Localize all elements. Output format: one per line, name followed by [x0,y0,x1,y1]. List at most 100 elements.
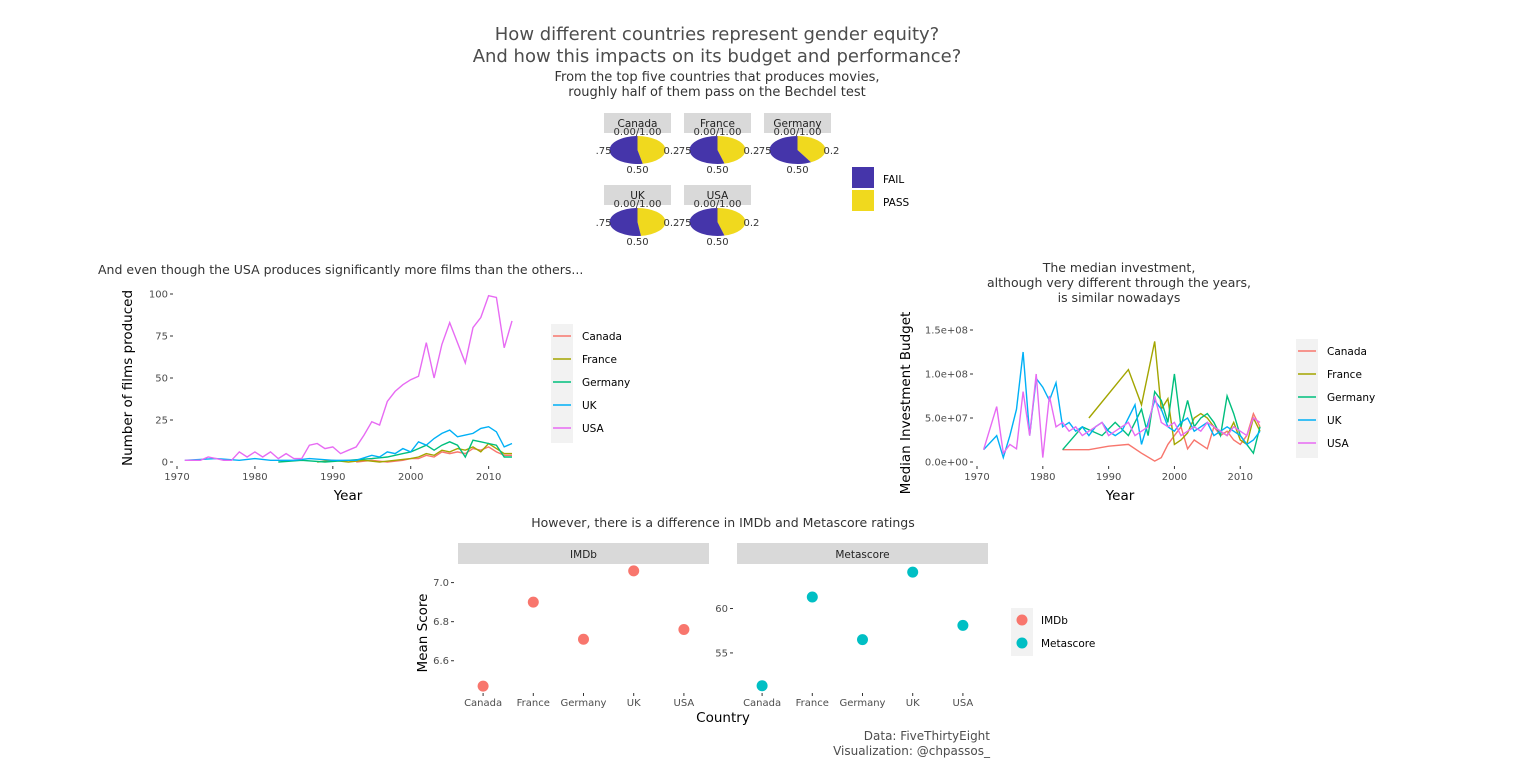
pie-strip-usa [684,185,751,205]
films-line-chart: 1970 1980 1990 2000 2010 0 25 50 75 100 Canada Fran… [120,290,630,505]
budget-legend: Canada France Germany UK USA [1296,339,1375,458]
pie-tick-left-uk: .75 [596,218,612,229]
scores-point-imdb-germany [578,633,589,645]
films-x-tick-label: 2000 [398,472,423,483]
budget-line-chart: 1970 1980 1990 2000 2010 0.0e+00 5.0e+07 1.0e+0… [898,312,1375,504]
budget-y-axis-label: Median Investment Budget [898,312,914,495]
films-x-tick-label: 1990 [320,472,345,483]
pie-strip-label-canada: Canada [618,118,658,130]
films-legend-label-uk: UK [582,400,598,412]
caption: Data: FiveThirtyEight Visualization: @ch… [690,729,990,759]
pie-strip-label-usa: USA [707,190,730,202]
scores-x-tick-label: UK [627,698,641,709]
caption-author: Visualization: @chpassos_ [833,744,990,758]
budget-legend-label-germany: Germany [1327,392,1375,404]
pie-legend-fail-key [852,167,874,188]
budget-x-tick-label: 2010 [1228,472,1253,483]
budget-x-tick-label: 2000 [1162,472,1187,483]
scores-point-metascore-uk [907,566,919,578]
pie-tick-bottom-canada: 0.50 [626,165,648,176]
films-line-uk [184,425,513,462]
pie-legend-fail-label: FAIL [883,174,904,186]
scores-x-tick-label: Germany [840,698,886,709]
scores-y-tick-label: 55 [715,648,728,659]
scores-legend-label-metascore: Metascore [1041,638,1095,650]
films-legend-label-canada: Canada [582,331,622,343]
scores-strip-label-imdb: IMDb [570,549,597,561]
films-line-canada [356,446,512,463]
budget-legend-label-canada: Canada [1327,346,1367,358]
scores-strip-metascore [737,543,988,564]
budget-x-tick-label: 1980 [1030,472,1055,483]
budget-y-tick-label: 5.0e+07 [925,414,968,425]
films-legend-keys-bg [551,324,573,443]
budget-legend-label-france: France [1327,369,1362,381]
scores-y-tick-label: 6.6 [433,656,449,667]
pie-strip-france [684,113,751,133]
scores-legend-label-imdb: IMDb [1041,615,1068,627]
pie-tick-left-france: .75 [676,146,692,157]
pie-slice-fail-uk [609,208,642,236]
pie-tick-top-france: 0.00/1.00 [694,127,742,138]
pie-tick-right-france: 0.2 [744,146,760,157]
scores-point-imdb-france [527,596,539,608]
pie-slice-fail-canada [609,136,643,164]
pie-tick-left-canada: .75 [596,146,612,157]
pie-legend: FAIL PASS [852,167,910,211]
scores-point-imdb-canada [477,680,489,692]
pie-tick-top-uk: 0.00/1.00 [614,199,662,210]
films-legend-label-germany: Germany [582,377,630,389]
films-y-tick-label: 0 [162,458,168,469]
pie-tick-bottom-usa: 0.50 [706,237,728,248]
films-legend-label-usa: USA [582,423,605,435]
films-y-tick-label: 75 [155,332,168,343]
pie-tick-bottom-germany: 0.50 [786,165,808,176]
scores-x-tick-label: Canada [464,698,502,709]
pie-slice-pass-germany [797,136,826,163]
scores-x-tick-label: USA [674,698,695,709]
pie-facet-uk: UK0.00/1.00.75 0.2 0.50 [596,185,679,248]
films-y-tick-label: 100 [149,290,168,301]
budget-x-tick-label: 1990 [1096,472,1121,483]
pie-legend-pass-key [852,190,874,211]
films-legend: Canada France Germany UK USA [551,324,630,443]
films-chart-title: And even though the USA produces signifi… [98,262,584,277]
scores-x-tick-label: France [517,698,550,709]
pie-slice-pass-canada [637,136,666,164]
films-x-axis-label: Year [333,488,363,504]
budget-series [982,341,1261,462]
budget-chart-title: The median investment, although very dif… [987,260,1251,305]
scores-strip-imdb [458,543,709,564]
scores-point-metascore-usa [957,619,969,631]
films-axes: 1970 1980 1990 2000 2010 0 25 50 75 100 [149,290,501,484]
scores-x-axis-label: Country [696,710,750,726]
films-y-axis-label: Number of films produced [120,290,136,466]
scores-facet-imdb: IMDb 6.6 6.8 7.0 Canada France Germany UK USA [433,543,709,709]
films-x-tick-label: 1970 [164,472,189,483]
scores-x-tick-label: Germany [561,698,607,709]
pie-slice-fail-germany [769,136,811,164]
scores-point-metascore-germany [857,634,868,646]
caption-source: Data: FiveThirtyEight [863,729,990,743]
films-x-tick-label: 1980 [242,472,267,483]
pie-slice-pass-usa [717,208,746,236]
pie-tick-bottom-uk: 0.50 [626,237,648,248]
scores-point-imdb-usa [678,623,690,635]
pie-tick-top-canada: 0.00/1.00 [614,127,662,138]
budget-line-canada [1062,411,1261,462]
films-y-tick-label: 50 [155,374,168,385]
budget-y-tick-label: 1.0e+08 [925,370,968,381]
pie-strip-uk [604,185,671,205]
films-line-usa [184,294,513,462]
scores-legend-key-imdb [1016,614,1028,626]
films-x-tick-label: 2010 [476,472,501,483]
scores-x-tick-label: France [796,698,829,709]
pie-tick-bottom-france: 0.50 [706,165,728,176]
scores-legend: IMDb Metascore [1011,608,1095,656]
scores-x-tick-label: USA [953,698,974,709]
pie-slice-pass-france [717,136,746,164]
